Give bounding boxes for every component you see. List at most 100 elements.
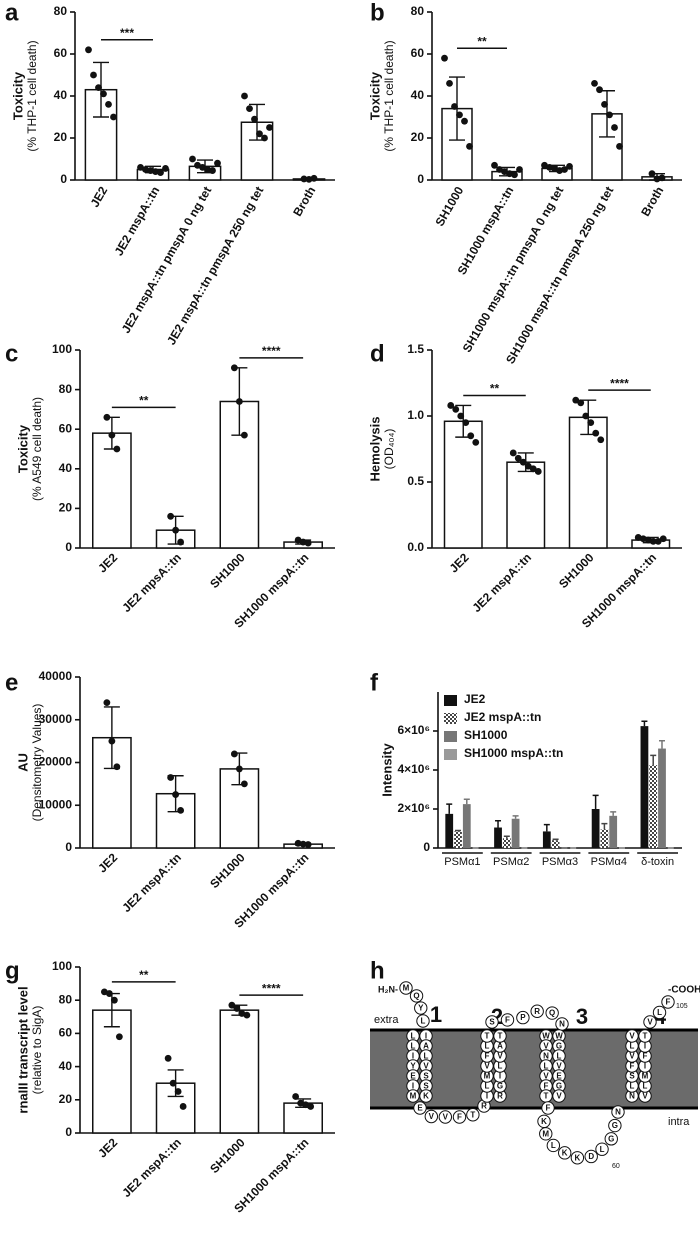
data-point bbox=[209, 167, 216, 174]
y-axis-label: Toxicity bbox=[15, 424, 30, 473]
residue-letter: A bbox=[423, 1042, 429, 1051]
significance-label: ** bbox=[139, 393, 149, 407]
data-point bbox=[611, 124, 618, 131]
residue-letter: W bbox=[542, 1032, 550, 1041]
y-axis-label: (OD₄₀₄) bbox=[382, 429, 396, 470]
y-tick-label: 0 bbox=[65, 540, 72, 554]
y-axis-label: Toxicity bbox=[10, 71, 25, 120]
data-point bbox=[100, 90, 107, 98]
data-point bbox=[659, 535, 667, 543]
data-point bbox=[169, 1079, 177, 1087]
y-axis-label: Toxicity bbox=[367, 71, 382, 120]
residue bbox=[500, 1013, 515, 1027]
bar bbox=[92, 1009, 132, 1134]
bar bbox=[219, 1009, 260, 1134]
error-bar bbox=[446, 803, 453, 814]
data-point bbox=[441, 54, 448, 62]
residue-letter: L bbox=[630, 1042, 635, 1051]
x-tick-label: δ-toxin bbox=[641, 856, 674, 868]
data-point bbox=[292, 1093, 300, 1100]
data-point bbox=[266, 124, 273, 131]
y-tick-label: 40 bbox=[411, 88, 425, 102]
residue-letter: P bbox=[520, 1013, 526, 1022]
residue-letter: V bbox=[543, 1042, 549, 1051]
y-tick-label: 10000 bbox=[39, 797, 73, 811]
residue-letter: E bbox=[410, 1072, 416, 1081]
error-bar bbox=[512, 815, 519, 819]
error-bar bbox=[455, 829, 462, 832]
residue bbox=[416, 1014, 430, 1028]
residue bbox=[625, 1029, 639, 1043]
error-bar bbox=[495, 819, 502, 828]
residue-letter: N bbox=[615, 1108, 621, 1117]
significance-label: ** bbox=[477, 34, 487, 48]
error-bar bbox=[650, 754, 657, 766]
data-point bbox=[511, 171, 518, 179]
x-tick-label: JE2 mspA::tn bbox=[470, 550, 535, 615]
data-point bbox=[228, 1001, 236, 1009]
y-tick-label: 60 bbox=[59, 421, 73, 435]
x-tick-label: PSMα2 bbox=[493, 856, 529, 868]
residue-letter: V bbox=[497, 1052, 503, 1061]
data-point bbox=[105, 101, 112, 108]
residue bbox=[539, 1127, 553, 1141]
residue bbox=[546, 1138, 561, 1153]
data-point bbox=[451, 103, 458, 110]
bar bbox=[640, 726, 649, 848]
residue-letter: V bbox=[556, 1092, 562, 1101]
data-point bbox=[230, 750, 238, 758]
bar bbox=[649, 765, 658, 848]
y-tick-label: 20 bbox=[411, 130, 425, 144]
residue-letter: T bbox=[544, 1092, 549, 1101]
bar bbox=[542, 831, 551, 848]
residue-letter: T bbox=[643, 1032, 648, 1041]
residue-letter: L bbox=[411, 1032, 416, 1041]
data-point bbox=[172, 791, 180, 798]
y-tick-label: 80 bbox=[59, 992, 73, 1006]
y-tick-label: 60 bbox=[411, 46, 425, 60]
residue-letter: K bbox=[423, 1092, 429, 1101]
bar bbox=[283, 1102, 323, 1134]
data-point bbox=[95, 84, 102, 91]
y-tick-label: 4×10⁶ bbox=[397, 762, 430, 776]
bar bbox=[506, 461, 546, 549]
x-tick-label: JE2 mspA::tn pmspA 250 ng tet bbox=[164, 184, 266, 347]
data-point bbox=[243, 1011, 251, 1019]
x-tick-label: JE2 mspA::tn pmspA 0 ng tet bbox=[119, 184, 215, 336]
data-point bbox=[115, 1033, 123, 1041]
data-point bbox=[294, 839, 302, 847]
residue bbox=[406, 1089, 420, 1103]
panel-letter: f bbox=[370, 669, 379, 696]
data-point bbox=[240, 780, 248, 788]
legend-label: JE2 bbox=[464, 692, 486, 706]
residue bbox=[652, 1005, 667, 1020]
residue-letter: L bbox=[411, 1042, 416, 1051]
y-axis-label: (Densitometry Values) bbox=[30, 704, 44, 822]
data-point bbox=[108, 737, 116, 745]
data-point bbox=[491, 161, 498, 169]
data-point bbox=[514, 454, 522, 462]
residue-letter: L bbox=[544, 1062, 549, 1071]
residue-letter: V bbox=[629, 1032, 635, 1041]
data-point bbox=[103, 413, 111, 421]
residue-letter: M bbox=[484, 1072, 491, 1081]
data-point bbox=[240, 431, 248, 439]
c-terminus: -COOH bbox=[668, 985, 700, 996]
x-tick-label: SH1000 bbox=[207, 1135, 248, 1176]
x-tick-label: JE2 mspA::tn bbox=[119, 1135, 184, 1200]
error-bar bbox=[552, 838, 559, 841]
x-tick-label: JE2 mpsA::tn bbox=[119, 550, 184, 615]
x-tick-label: SH1000 bbox=[556, 550, 597, 591]
residue-number: 60 bbox=[612, 1163, 620, 1170]
x-tick-label: JE2 mspA::tn bbox=[119, 850, 184, 915]
data-point bbox=[452, 406, 460, 413]
data-point bbox=[299, 840, 307, 848]
legend-label: SH1000 bbox=[464, 728, 508, 742]
data-point bbox=[566, 162, 573, 170]
data-point bbox=[251, 115, 258, 123]
y-tick-label: 100 bbox=[52, 342, 72, 356]
data-point bbox=[456, 111, 463, 119]
residue-letter: I bbox=[412, 1082, 414, 1091]
significance-label: *** bbox=[120, 26, 134, 40]
